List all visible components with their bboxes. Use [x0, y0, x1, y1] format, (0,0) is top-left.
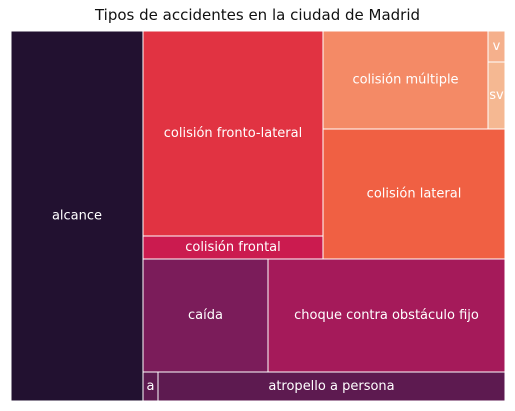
tile-label-colision-frontal: colisión frontal	[185, 240, 281, 255]
tile-colision-lateral	[322, 128, 506, 260]
tile-label-atropello-a-persona: atropello a persona	[268, 379, 394, 394]
tile-colision-fronto-lateral	[142, 30, 324, 237]
tile-label-sv: sv	[489, 88, 504, 103]
tile-label-caida: caída	[188, 308, 223, 323]
tile-label-choque-contra-obstaculo-fijo: choque contra obstáculo fijo	[294, 308, 479, 323]
tile-label-colision-fronto-lateral: colisión fronto-lateral	[164, 126, 302, 141]
tile-caida	[142, 258, 269, 373]
tile-choque-contra-obstaculo-fijo	[267, 258, 506, 373]
tile-label-a: a	[147, 379, 155, 394]
tile-label-v: v	[493, 39, 501, 54]
tile-label-colision-lateral: colisión lateral	[367, 187, 462, 202]
tile-label-colision-multiple: colisión múltiple	[352, 73, 458, 88]
tile-atropello-a-persona	[157, 371, 506, 402]
tile-label-alcance: alcance	[52, 209, 102, 224]
chart-title: Tipos de accidentes en la ciudad de Madr…	[94, 6, 421, 24]
